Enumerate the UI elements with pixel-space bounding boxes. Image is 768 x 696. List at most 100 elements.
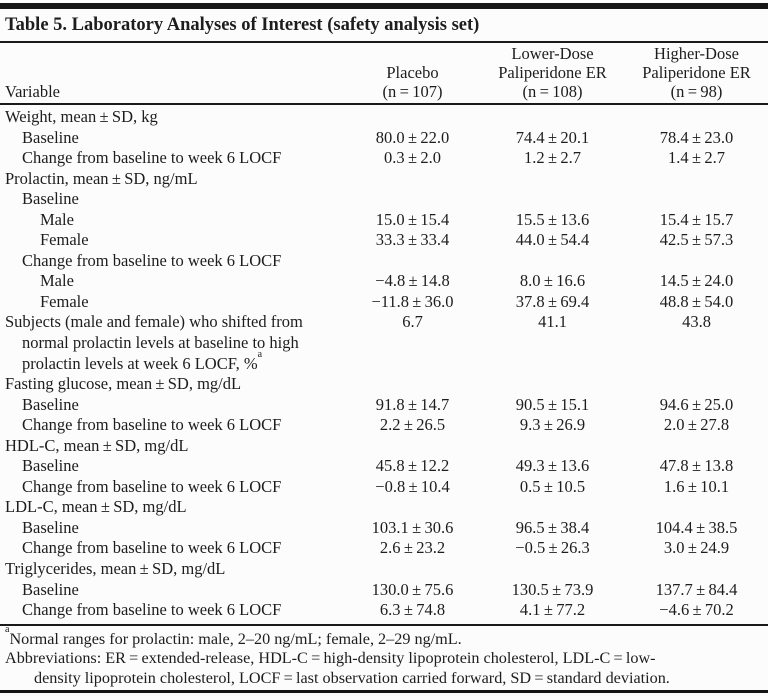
table-header: Variable Placebo (n = 107) Lower-Dose Pa… [0, 43, 768, 105]
cell-lower-dose: 37.8 ± 69.4 [515, 291, 590, 311]
cell-higher-dose [625, 169, 768, 190]
row-label: Change from baseline to week 6 LOCF [22, 600, 282, 620]
cell-higher-dose: 78.4 ± 23.0 [659, 127, 734, 147]
table-row: Female −11.8 ± 36.0 37.8 ± 69.4 48.8 ± 5… [0, 292, 768, 313]
table-title-block: Table 5. Laboratory Analyses of Interest… [0, 9, 768, 43]
cell-lower-dose: 41.1 [538, 312, 567, 332]
cell-higher-dose: 42.5 ± 57.3 [659, 230, 734, 250]
cell-higher-dose: 137.7 ± 84.4 [655, 579, 738, 599]
cell-placebo [345, 104, 480, 128]
group-n: (n = 108) [522, 82, 583, 101]
row-label: Female [40, 291, 89, 311]
column-header-variable: Variable [0, 43, 345, 105]
cell-higher-dose: 1.6 ± 10.1 [663, 476, 730, 496]
group-dose: Higher-Dose [654, 44, 739, 63]
footnote-marker-a: a [257, 349, 263, 361]
group-dose: Lower-Dose [511, 44, 594, 63]
cell-placebo: 6.3 ± 74.8 [379, 600, 446, 620]
cell-placebo: 2.6 ± 23.2 [379, 538, 446, 558]
row-label: Change from baseline to week 6 LOCF [22, 148, 282, 168]
cell-placebo: 45.8 ± 12.2 [375, 456, 450, 476]
cell-higher-dose: 47.8 ± 13.8 [659, 456, 734, 476]
group-name: Paliperidone ER [498, 63, 607, 82]
cell-lower-dose: 90.5 ± 15.1 [515, 394, 590, 414]
group-name: Placebo [386, 63, 439, 82]
row-label-line: normal prolactin levels at baseline to h… [22, 333, 299, 353]
table-row: Change from baseline to week 6 LOCF 2.6 … [0, 538, 768, 559]
cell-placebo [345, 497, 480, 518]
table-row: Change from baseline to week 6 LOCF [0, 251, 768, 272]
cell-higher-dose: 48.8 ± 54.0 [659, 291, 734, 311]
cell-higher-dose: 14.5 ± 24.0 [659, 271, 734, 291]
cell-placebo [345, 436, 480, 457]
row-label: Change from baseline to week 6 LOCF [22, 415, 282, 435]
cell-placebo: 80.0 ± 22.0 [375, 127, 450, 147]
row-label: Weight, mean ± SD, kg [5, 107, 158, 126]
cell-higher-dose: 2.0 ± 27.8 [663, 415, 730, 435]
row-label: LDL-C, mean ± SD, mg/dL [5, 497, 187, 517]
cell-placebo: 6.7 [402, 312, 423, 332]
cell-higher-dose: 43.8 [682, 312, 711, 332]
cell-higher-dose [625, 436, 768, 457]
table-row: Baseline [0, 189, 768, 210]
table-footnotes: aNormal ranges for prolactin: male, 2–20… [0, 625, 768, 694]
cell-lower-dose: 44.0 ± 54.4 [515, 230, 590, 250]
row-label: Baseline [22, 456, 79, 476]
cell-lower-dose [480, 436, 625, 457]
table-row-prolactin-shift: Subjects (male and female) who shifted f… [0, 312, 768, 374]
cell-lower-dose [480, 189, 625, 210]
cell-lower-dose [480, 374, 625, 395]
row-label: Baseline [22, 127, 79, 147]
table-row: Male 15.0 ± 15.4 15.5 ± 13.6 15.4 ± 15.7 [0, 210, 768, 231]
row-label: Baseline [22, 579, 79, 599]
cell-placebo: 15.0 ± 15.4 [375, 209, 450, 229]
row-label-text: prolactin levels at week 6 LOCF, % [22, 353, 258, 373]
cell-placebo: 103.1 ± 30.6 [371, 517, 454, 537]
cell-higher-dose [625, 497, 768, 518]
cell-lower-dose: −0.5 ± 26.3 [515, 538, 590, 558]
footnote-a-marker: a [5, 624, 10, 636]
table-row: Baseline 103.1 ± 30.6 96.5 ± 38.4 104.4 … [0, 518, 768, 539]
cell-placebo: −4.8 ± 14.8 [375, 271, 450, 291]
row-label: Triglycerides, mean ± SD, mg/dL [5, 559, 226, 579]
cell-lower-dose: 0.5 ± 10.5 [519, 476, 586, 496]
cell-placebo: 2.2 ± 26.5 [379, 415, 446, 435]
row-label-line: prolactin levels at week 6 LOCF, %a [5, 350, 345, 375]
cell-higher-dose: 1.4 ± 2.7 [668, 148, 725, 168]
table-row-section-triglycerides: Triglycerides, mean ± SD, mg/dL [0, 559, 768, 580]
row-label: Fasting glucose, mean ± SD, mg/dL [5, 374, 242, 394]
cell-placebo: 33.3 ± 33.4 [375, 230, 450, 250]
table-body: Weight, mean ± SD, kg Baseline 80.0 ± 22… [0, 104, 768, 621]
laboratory-analyses-table-wrap: Variable Placebo (n = 107) Lower-Dose Pa… [0, 43, 768, 626]
column-header-higher-dose: Higher-Dose Paliperidone ER (n = 98) [625, 43, 768, 105]
cell-lower-dose: 8.0 ± 16.6 [519, 271, 586, 291]
cell-higher-dose [625, 189, 768, 210]
table-row: Baseline 80.0 ± 22.0 74.4 ± 20.1 78.4 ± … [0, 128, 768, 149]
table-row-section-prolactin: Prolactin, mean ± SD, ng/mL [0, 169, 768, 190]
table-top-rule [0, 3, 768, 9]
cell-placebo: −11.8 ± 36.0 [371, 291, 454, 311]
cell-lower-dose: 74.4 ± 20.1 [515, 127, 590, 147]
cell-higher-dose [625, 559, 768, 580]
group-n: (n = 107) [382, 82, 443, 101]
footnote-a: aNormal ranges for prolactin: male, 2–20… [5, 625, 762, 650]
cell-placebo [345, 374, 480, 395]
cell-lower-dose [480, 559, 625, 580]
cell-lower-dose: 15.5 ± 13.6 [515, 209, 590, 229]
cell-higher-dose: 3.0 ± 24.9 [663, 538, 730, 558]
cell-placebo: 91.8 ± 14.7 [375, 394, 450, 414]
laboratory-analyses-table: Variable Placebo (n = 107) Lower-Dose Pa… [0, 43, 768, 621]
table-row: Female 33.3 ± 33.4 44.0 ± 54.4 42.5 ± 57… [0, 230, 768, 251]
cell-higher-dose: 104.4 ± 38.5 [655, 517, 738, 537]
row-label: Baseline [22, 517, 79, 537]
cell-placebo [345, 559, 480, 580]
row-label: Change from baseline to week 6 LOCF [22, 250, 282, 270]
cell-lower-dose: 9.3 ± 26.9 [519, 415, 586, 435]
group-name: Paliperidone ER [642, 63, 751, 82]
cell-higher-dose: −4.6 ± 70.2 [659, 600, 734, 620]
cell-higher-dose: 94.6 ± 25.0 [659, 394, 734, 414]
cell-lower-dose: 96.5 ± 38.4 [515, 517, 590, 537]
cell-lower-dose [480, 169, 625, 190]
group-n: (n = 98) [670, 82, 723, 101]
